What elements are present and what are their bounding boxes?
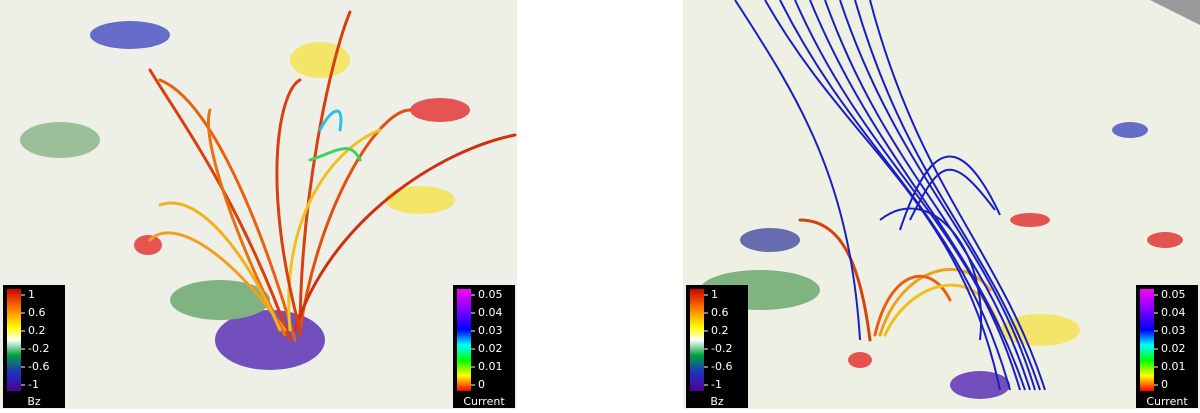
tick-label: 0.02 bbox=[478, 342, 503, 355]
blue-lines bbox=[734, 0, 1046, 391]
colorbar bbox=[690, 289, 704, 391]
tick-label: 0.6 bbox=[28, 306, 46, 319]
colorbar-label: Bz bbox=[710, 395, 724, 408]
tick-label: 0.03 bbox=[478, 324, 503, 337]
corner bbox=[1150, 0, 1200, 25]
tick-label: 0.05 bbox=[478, 288, 503, 301]
colorbar-label: Current bbox=[463, 395, 505, 408]
tick-label: 0.05 bbox=[1161, 288, 1186, 301]
tick-label: 0.2 bbox=[28, 324, 46, 337]
tick-label: 1 bbox=[28, 288, 35, 301]
colorbar-label-box bbox=[1136, 395, 1198, 408]
tick-label: 0.04 bbox=[1161, 306, 1186, 319]
tick-label: 0.04 bbox=[478, 306, 503, 319]
colorbar bbox=[7, 289, 21, 391]
field-lines bbox=[734, 0, 1046, 391]
tick-label: 0.01 bbox=[478, 360, 503, 373]
colorbar-label-box bbox=[3, 395, 65, 408]
tick-label: 0.03 bbox=[1161, 324, 1186, 337]
tick-label: 0.02 bbox=[1161, 342, 1186, 355]
colorbar-label-box bbox=[686, 395, 748, 408]
colorbar-label: Bz bbox=[27, 395, 41, 408]
colorbar bbox=[457, 289, 471, 391]
tick-label: -0.6 bbox=[28, 360, 49, 373]
tick-label: 0.6 bbox=[711, 306, 729, 319]
tick-label: 0.01 bbox=[1161, 360, 1186, 373]
tick-label: -0.2 bbox=[711, 342, 732, 355]
tick-label: -1 bbox=[28, 378, 39, 391]
tick-label: 0 bbox=[1161, 378, 1168, 391]
tick-label: 0 bbox=[478, 378, 485, 391]
tick-label: -1 bbox=[711, 378, 722, 391]
tick-label: -0.6 bbox=[711, 360, 732, 373]
left-render bbox=[0, 0, 517, 409]
colorbar bbox=[1140, 289, 1154, 391]
colorbar-label: Current bbox=[1146, 395, 1188, 408]
tick-label: 0.2 bbox=[711, 324, 729, 337]
right-render bbox=[683, 0, 1200, 409]
colorbar-label-box bbox=[453, 395, 515, 408]
tick-label: -0.2 bbox=[28, 342, 49, 355]
field-lines bbox=[148, 10, 517, 342]
tick-label: 1 bbox=[711, 288, 718, 301]
